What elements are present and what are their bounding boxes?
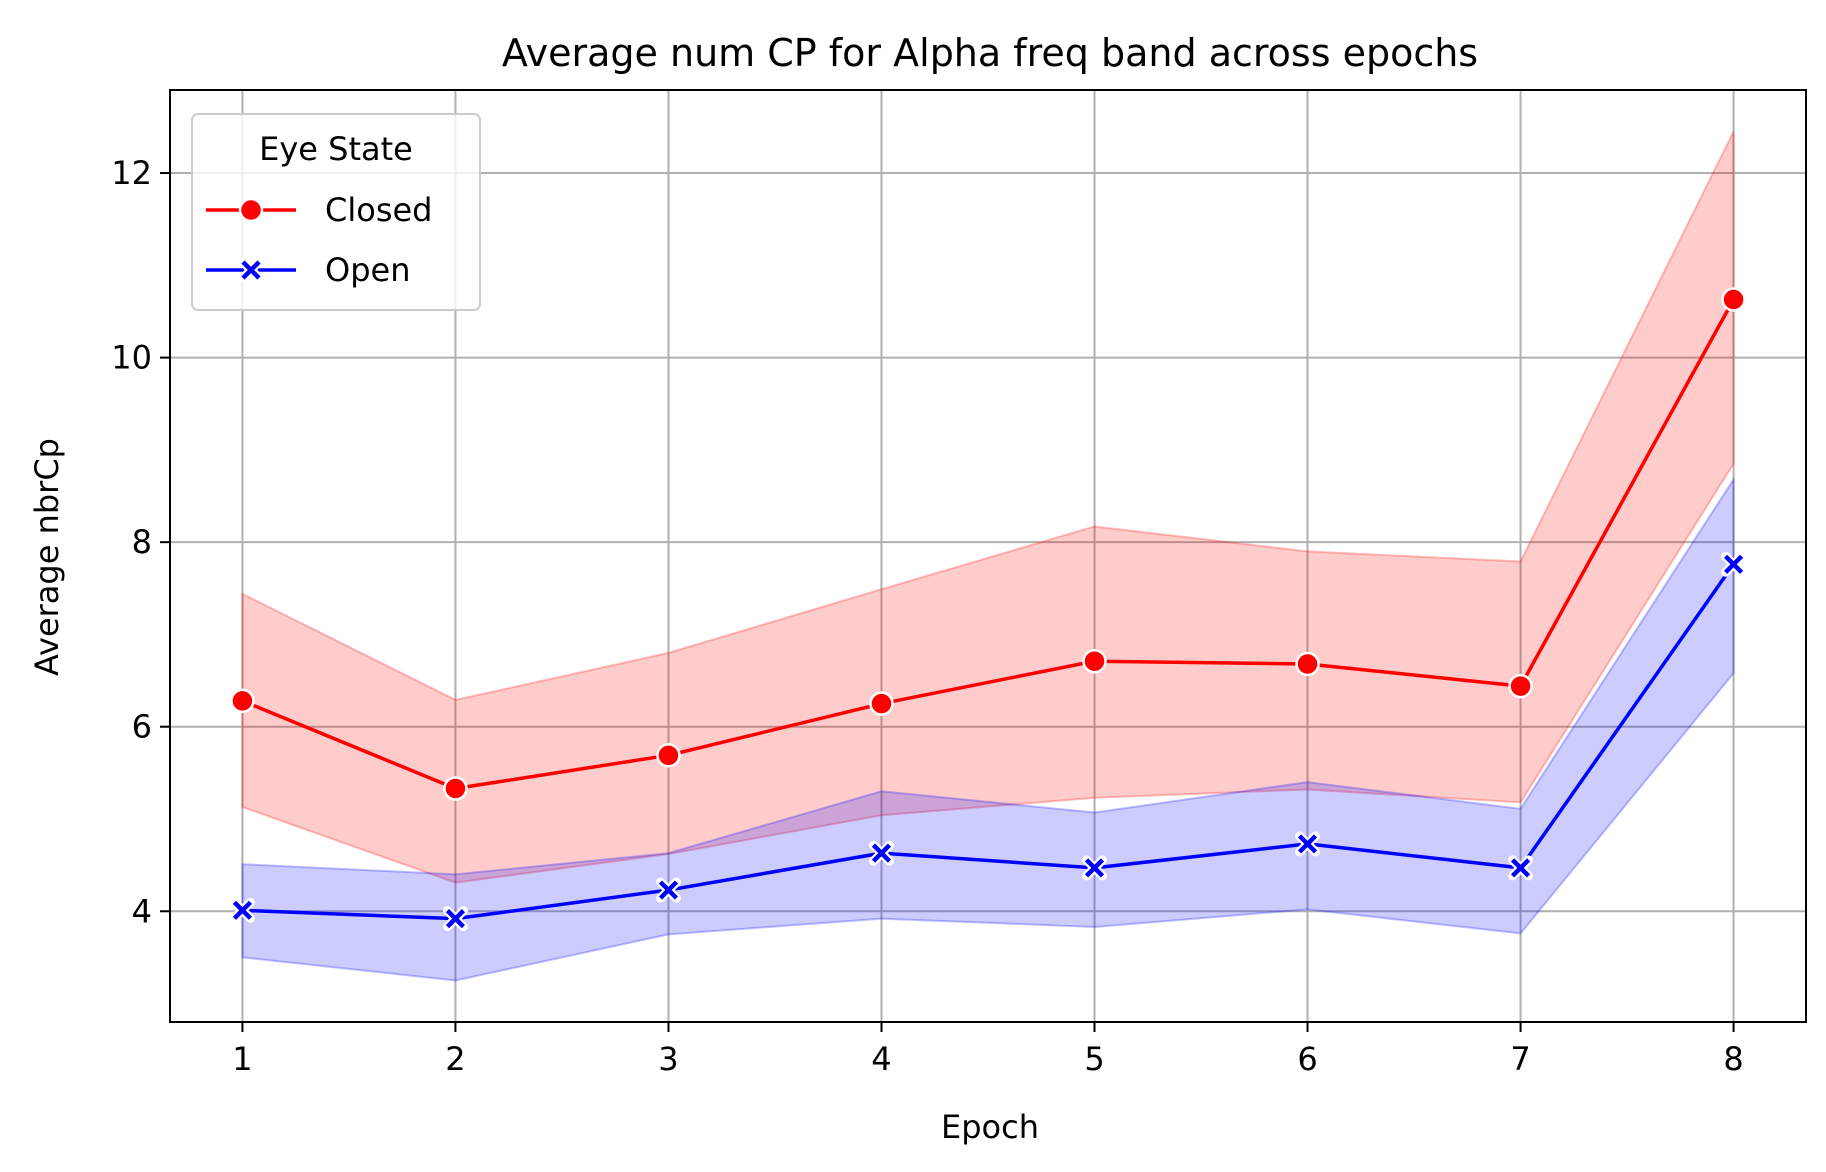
data-point-closed [1295,651,1320,677]
legend-entries: Closed Open [206,191,432,289]
y-axis-ticks: 4 6 8 10 12 [111,154,170,930]
data-point-open [229,897,255,923]
x-tick-label: 4 [871,1040,891,1078]
x-axis-ticks: 1 2 3 4 5 6 7 8 [232,1022,1744,1078]
ci-band-open [241,476,1735,982]
data-point-open [1082,855,1108,881]
data-point-closed [1082,648,1107,674]
x-tick-label: 7 [1510,1040,1530,1078]
series-markers [229,287,1747,932]
legend: Eye State Closed Open [191,113,481,311]
y-tick-label: 10 [111,339,152,377]
x-axis-label: Epoch [941,1108,1039,1146]
x-tick-label: 8 [1723,1040,1743,1078]
legend-title: Eye State [259,130,413,168]
data-point-open [1295,831,1321,857]
confidence-bands [241,131,1735,982]
plot-frame [169,89,1807,1023]
ci-band-closed [241,131,1735,884]
y-tick-label: 6 [132,708,152,746]
data-point-open [1508,855,1534,881]
x-tick-label: 3 [658,1040,678,1078]
y-axis-label: Average nbrCp [28,438,66,676]
data-point-open [442,906,468,932]
legend-swatch-marker [238,197,264,223]
legend-label: Closed [325,191,432,229]
legend-entry-closed: Closed [206,191,432,229]
y-tick-label: 4 [132,892,152,930]
y-tick-label: 12 [111,154,152,192]
data-point-closed [656,743,681,768]
data-point-closed [230,688,255,714]
series-lines [241,298,1736,921]
x-tick-label: 2 [445,1040,465,1078]
grid-lines [170,90,1806,1022]
series-line-open [242,563,1736,921]
legend-box [191,113,481,311]
x-tick-label: 6 [1297,1040,1317,1078]
legend-entry-open: Open [206,251,410,289]
data-point-open [868,840,894,866]
chart-title: Average num CP for Alpha freq band acros… [502,31,1478,75]
data-point-closed [1508,673,1533,699]
data-point-open [1721,551,1747,577]
data-point-closed [443,776,468,801]
series-line-closed [241,298,1736,791]
y-tick-label: 8 [132,523,152,561]
data-point-open [655,877,681,903]
legend-label: Open [325,251,410,289]
x-tick-label: 5 [1084,1040,1104,1078]
data-point-closed [1721,287,1746,312]
legend-swatch-marker [238,257,264,283]
data-point-closed [869,691,894,716]
x-tick-label: 1 [232,1040,252,1078]
